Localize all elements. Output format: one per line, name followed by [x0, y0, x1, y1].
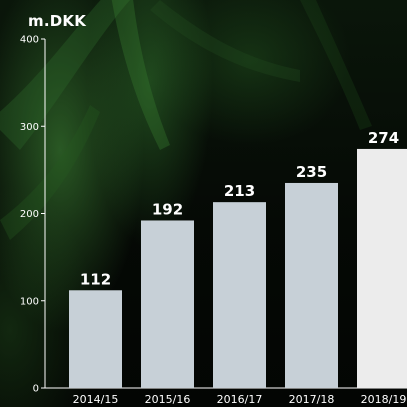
y-tick-label: 200	[20, 209, 39, 220]
bar-value-label: 213	[224, 182, 255, 200]
bar	[69, 290, 122, 388]
x-tick-label: 2014/15	[73, 393, 119, 406]
x-tick-label: 2018/19	[361, 393, 407, 406]
x-tick-label: 2015/16	[145, 393, 191, 406]
bar-value-label: 192	[152, 200, 183, 218]
y-tick-label: 400	[20, 35, 39, 46]
y-tick-label: 100	[20, 296, 39, 307]
bar	[285, 182, 338, 388]
y-tick-label: 300	[20, 122, 39, 133]
x-tick-label: 2017/18	[289, 393, 335, 406]
unit-label: m.DKK	[28, 12, 87, 30]
bar-value-label: 235	[296, 163, 327, 181]
bar	[141, 220, 194, 388]
y-tick-label: 0	[33, 384, 39, 395]
x-tick-label: 2016/17	[217, 393, 263, 406]
bar	[357, 148, 407, 388]
bar	[213, 202, 266, 388]
bar-value-label: 274	[368, 129, 399, 147]
bar-value-label: 112	[80, 270, 111, 288]
